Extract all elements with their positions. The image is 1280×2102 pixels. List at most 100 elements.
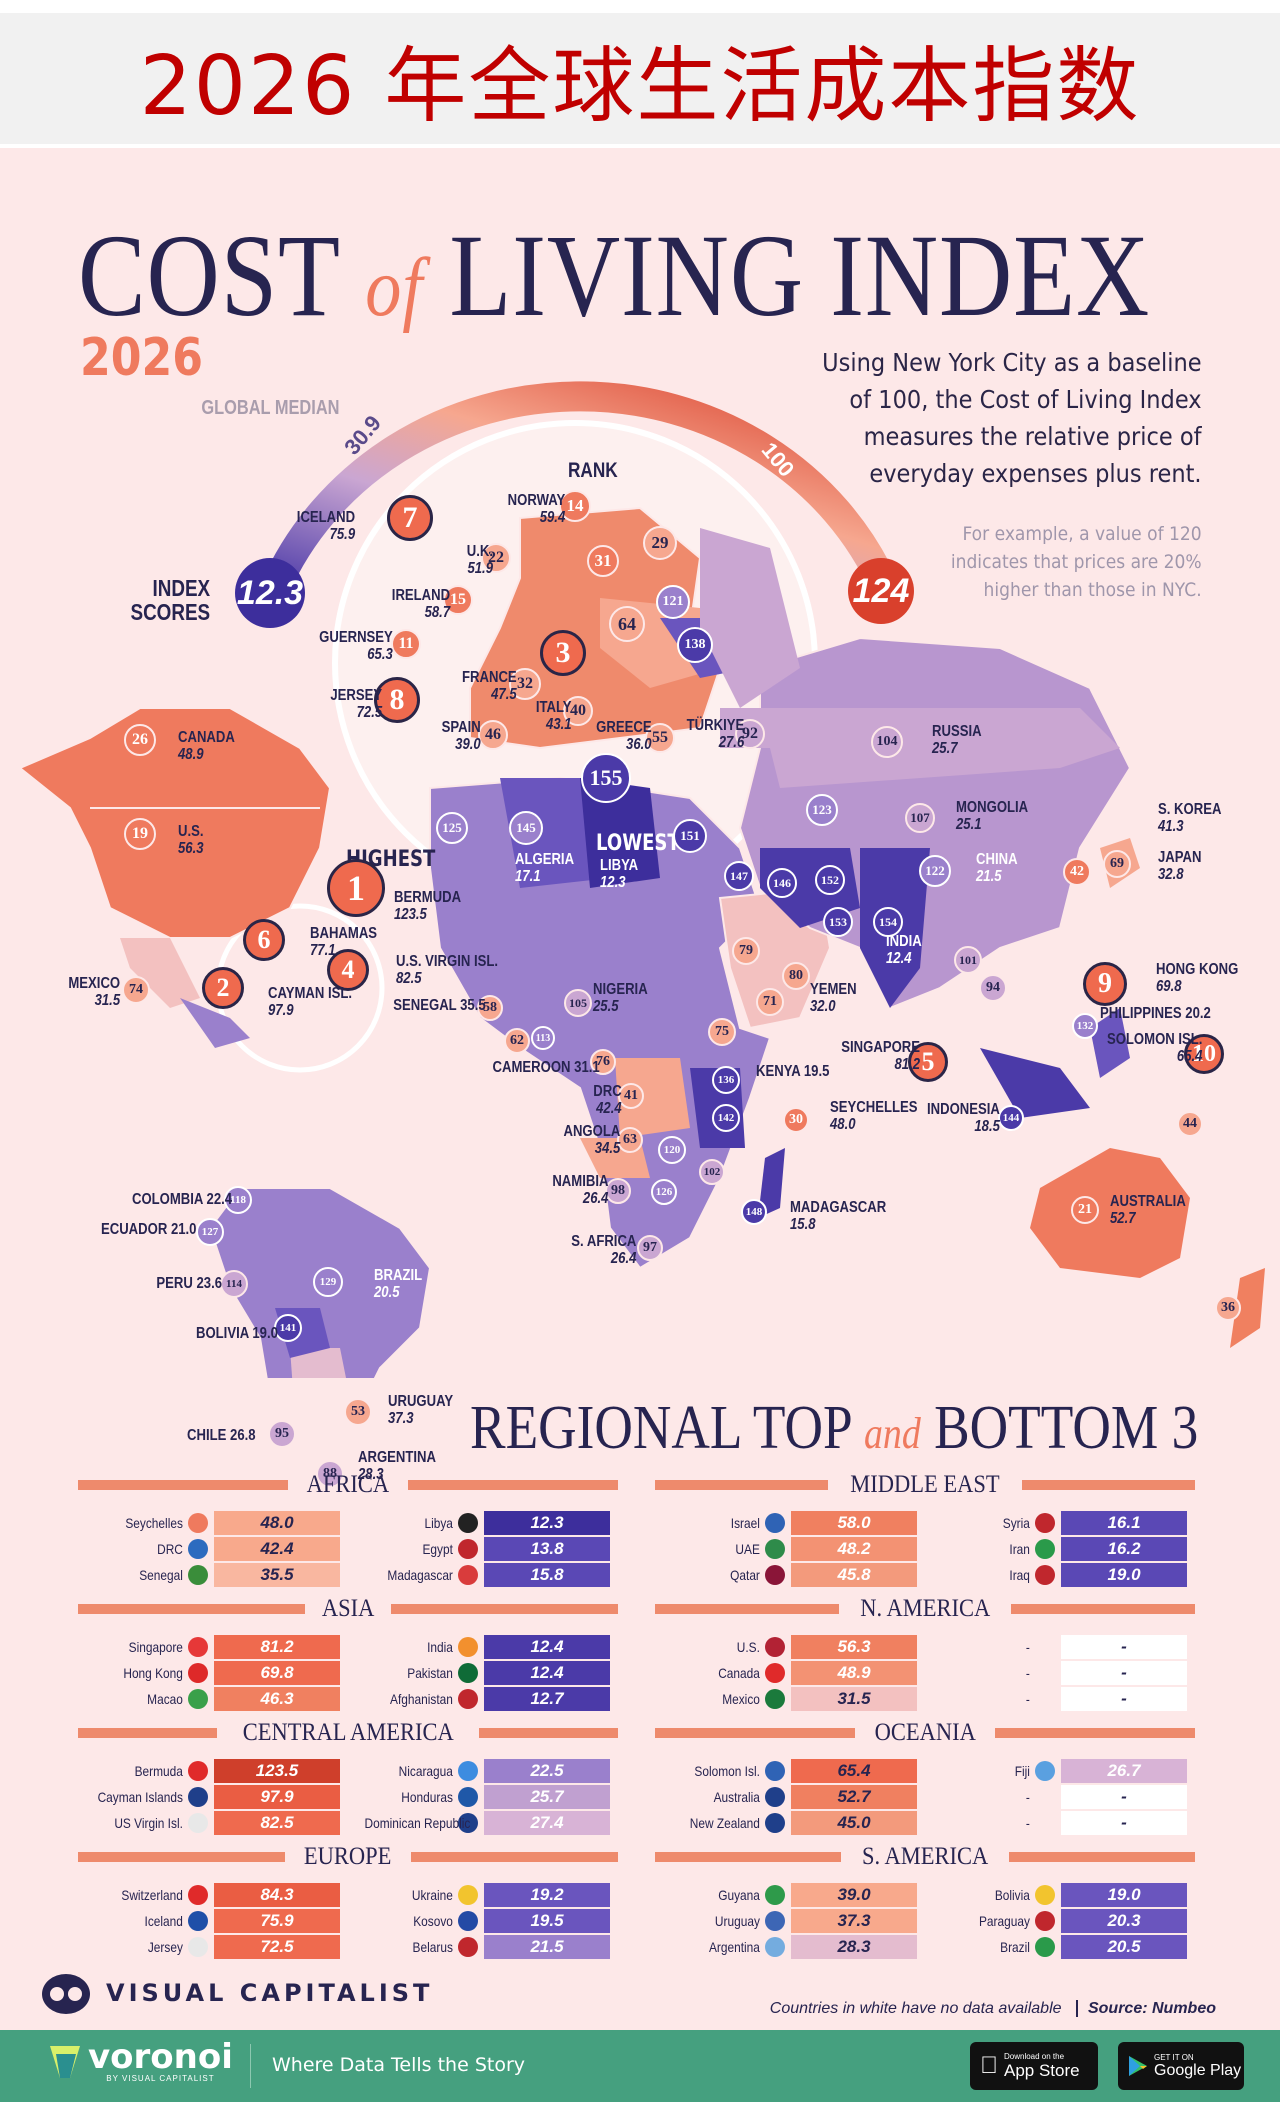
voronoi-sub: BY VISUAL CAPITALIST [106, 2074, 215, 2083]
country-name: ITALY [536, 699, 572, 716]
google-play-icon [1129, 2056, 1147, 2076]
index-label-line: SCORES [130, 599, 210, 626]
table-row: Senegal 35.5 [78, 1562, 348, 1587]
rank-badge: 10 [1184, 1034, 1224, 1074]
region-header: MIDDLE EAST [655, 1470, 1195, 1500]
country-name: Libya [424, 1514, 453, 1531]
flag-icon [458, 1688, 478, 1709]
country-name: MEXICO [68, 975, 120, 992]
visual-capitalist-logo: VISUAL CAPITALIST [40, 1970, 433, 2016]
infographic-title: COST of LIVING INDEX [78, 208, 1150, 344]
country-name: Dominican Republic [364, 1814, 471, 1831]
index-value: 45.0 [791, 1810, 917, 1835]
country-name: SOLOMON ISL. [1106, 1031, 1202, 1048]
region-table: EUROPE Switzerland 84.3 Iceland 75.9 Jersey 72… [78, 1842, 619, 1960]
index-value: 12.3 [484, 1510, 610, 1535]
region-table: AFRICA Seychelles 48.0 DRC 42.4 Senegal 35.5 Li… [78, 1470, 618, 1588]
country-score: 69.8 [1156, 977, 1182, 995]
country-name: LIBYA [600, 857, 639, 874]
country-score: 27.6 [718, 733, 744, 751]
rank-badge: 144 [998, 1105, 1024, 1131]
country-score: 123.5 [394, 905, 427, 923]
country-score: 20.5 [374, 1283, 400, 1301]
flag-icon [765, 1688, 785, 1709]
index-value: 19.0 [1061, 1882, 1187, 1907]
table-row: Belarus 21.5 [348, 1934, 618, 1959]
country-score: 34.5 [594, 1139, 620, 1157]
table-row: Uruguay 37.3 [655, 1908, 925, 1933]
flag-icon [458, 1760, 478, 1781]
table-row: Honduras 25.7 [348, 1784, 618, 1809]
country-score: 77.1 [310, 941, 336, 959]
rank-badge: 148 [741, 1199, 767, 1225]
country-label: CANADA 48.9 [178, 729, 235, 764]
rank-badge: 80 [782, 962, 810, 990]
country-name: US Virgin Isl. [114, 1814, 183, 1831]
rank-badge: 145 [509, 811, 543, 845]
rank-badge: 63 [617, 1127, 643, 1153]
regional-title-right: BOTTOM 3 [934, 1394, 1199, 1462]
country-label: SENEGAL 35.5 [393, 997, 486, 1015]
flag-icon [458, 1786, 478, 1807]
rank-badge: 105 [564, 989, 592, 1017]
table-row: Ukraine 19.2 [348, 1882, 618, 1907]
region-header: CENTRAL AMERICA [78, 1718, 618, 1748]
page-title: 2026 年全球生活成本指数 [139, 39, 1141, 134]
country-label: BRAZIL 20.5 [374, 1267, 423, 1302]
country-label: FRANCE 47.5 [462, 669, 517, 704]
global-median-label: GLOBAL MEDIAN [201, 397, 340, 419]
country-label: INDIA 12.4 [886, 933, 922, 968]
index-value: 20.5 [1061, 1934, 1187, 1959]
flag-icon [765, 1636, 785, 1657]
country-name: Singapore [128, 1638, 183, 1655]
source-label: Source: Numbeo [1075, 2000, 1216, 2017]
country-name: ARGENTINA [358, 1449, 436, 1466]
year-label: 2026 [80, 328, 204, 388]
country-name: BRAZIL [374, 1267, 423, 1284]
country-name: Australia [713, 1788, 760, 1805]
index-value: 56.3 [791, 1634, 917, 1659]
country-score: 41.3 [1158, 817, 1184, 835]
google-play-button[interactable]: GET IT ON Google Play [1118, 2042, 1244, 2090]
country-name: SENEGAL 35.5 [393, 997, 486, 1014]
index-value: 39.0 [791, 1882, 917, 1907]
table-row: Canada 48.9 [655, 1660, 925, 1685]
country-label: RUSSIA 25.7 [932, 723, 982, 758]
rank-badge: 141 [274, 1314, 302, 1342]
country-score: 28.3 [358, 1465, 384, 1483]
country-name: COLOMBIA 22.4 [131, 1191, 232, 1208]
country-name: Fiji [1014, 1762, 1030, 1779]
country-label: JERSEY 72.5 [330, 687, 382, 722]
country-name: Syria [1002, 1514, 1030, 1531]
region-name: S. AMERICA [861, 1843, 989, 1870]
table-row: Bolivia 19.0 [925, 1882, 1195, 1907]
country-score: 65.3 [367, 645, 393, 663]
country-name: BOLIVIA 19.0 [196, 1325, 278, 1342]
country-name: Pakistan [407, 1664, 453, 1681]
voronoi-logo[interactable]: voronoi BY VISUAL CAPITALIST [48, 2040, 233, 2083]
rank-badge: 122 [919, 855, 951, 887]
country-name: IRELAND [391, 587, 450, 604]
flag-icon [188, 1538, 208, 1559]
rank-badge: 44 [1177, 1111, 1203, 1137]
rank-badge: 102 [699, 1159, 725, 1185]
country-name: RUSSIA [932, 723, 982, 740]
table-row: Qatar 45.8 [655, 1562, 925, 1587]
regional-title: REGIONAL TOP and BOTTOM 3 [470, 1393, 1198, 1464]
index-value: 69.8 [214, 1660, 340, 1685]
rank-badge: 15 [443, 585, 473, 615]
country-label: S. AFRICA 26.4 [571, 1233, 636, 1268]
rank-badge: 21 [1071, 1196, 1099, 1224]
country-label: BAHAMAS 77.1 [310, 925, 377, 960]
country-score: 43.1 [546, 715, 572, 733]
table-row: Iran 16.2 [925, 1536, 1195, 1561]
country-label: AUSTRALIA 52.7 [1110, 1193, 1186, 1228]
rank-badge: 125 [436, 812, 468, 844]
description-line: everyday expenses plus rent. [869, 459, 1202, 488]
country-score: 26.4 [610, 1249, 636, 1267]
rank-badge: 136 [712, 1066, 740, 1094]
country-name: URUGUAY [388, 1393, 454, 1410]
rank-badge: 42 [1063, 858, 1091, 886]
rank-badge: 32 [509, 668, 541, 700]
